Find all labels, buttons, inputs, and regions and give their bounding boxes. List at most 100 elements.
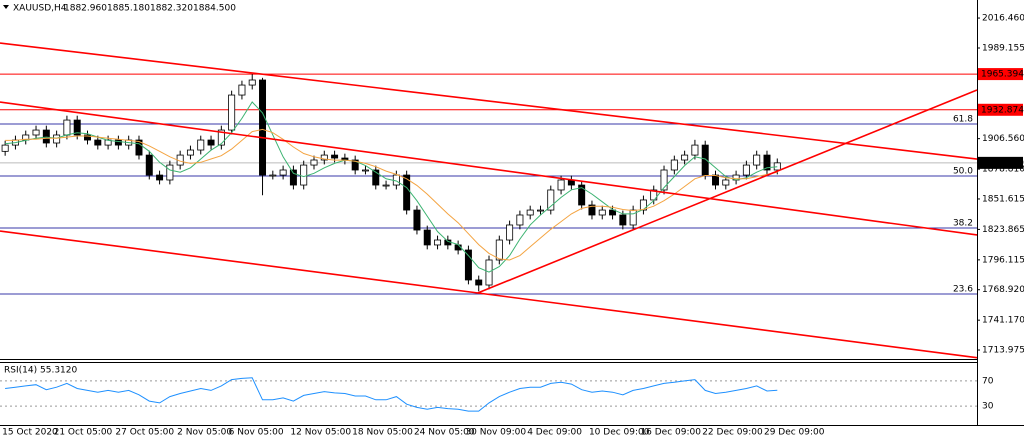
candle-body — [114, 139, 122, 146]
x-tick-label: 22 Dec 09:00 — [702, 428, 763, 438]
candle-body — [681, 154, 689, 161]
x-tick-label: 15 Oct 2020 — [2, 428, 58, 438]
candle-body — [1, 144, 9, 152]
x-tick-label: 24 Nov 05:00 — [414, 428, 475, 438]
y-tick-label: 1989.155 — [982, 44, 1024, 54]
quote: 1882.960 — [64, 4, 107, 14]
candle-body — [259, 79, 267, 176]
candle-body — [753, 154, 761, 166]
level-label: 1965.394 — [981, 70, 1024, 80]
x-tick-label: 30 Nov 09:00 — [465, 428, 526, 438]
candle-body — [207, 139, 215, 146]
quote: 1882.320 — [150, 4, 193, 14]
price-label-box — [978, 156, 1023, 169]
x-tick-label: 21 Oct 05:00 — [54, 428, 113, 438]
quote: 1885.180 — [107, 4, 150, 14]
candle-body — [434, 239, 442, 246]
candle-body — [300, 164, 308, 186]
candle-body — [135, 139, 143, 156]
candle-body — [557, 179, 565, 191]
level-label-box — [978, 68, 1023, 81]
fib-label: 38.2 — [953, 219, 973, 229]
candle-body — [609, 209, 617, 216]
x-tick-label: 18 Nov 05:00 — [352, 428, 413, 438]
candle-body — [763, 154, 771, 171]
candle-body — [742, 164, 750, 176]
candle-body — [691, 144, 699, 156]
x-tick-label: 16 Dec 09:00 — [640, 428, 701, 438]
trend-line — [0, 230, 978, 359]
candle-body — [42, 129, 50, 144]
x-tick-label: 10 Dec 09:00 — [589, 428, 650, 438]
candle-body — [279, 169, 287, 176]
x-tick-label: 27 Oct 05:00 — [115, 428, 174, 438]
trend-line — [0, 101, 978, 236]
y-tick-label: 1713.975 — [982, 346, 1024, 356]
candle-body — [186, 149, 194, 156]
candle-body — [670, 159, 678, 171]
candle-body — [248, 79, 256, 86]
candle-body — [660, 169, 668, 191]
quote: 1884.500 — [193, 4, 236, 14]
candle-body — [712, 174, 719, 186]
candle-body — [495, 239, 503, 261]
candle-body — [506, 224, 514, 241]
candle-body — [269, 174, 277, 177]
candle-body — [228, 94, 236, 131]
y-tick-label: 1878.810 — [982, 165, 1024, 175]
candle-body — [722, 179, 730, 186]
trend-line — [0, 42, 978, 160]
x-tick-label: 2 Nov 05:00 — [177, 428, 232, 438]
candle-body — [639, 199, 647, 211]
candle-body — [423, 229, 431, 246]
candle-body — [537, 209, 544, 212]
candle-body — [166, 164, 174, 181]
candle-body — [629, 209, 637, 226]
candle-body — [403, 174, 411, 211]
fib-label: 50.0 — [953, 167, 973, 177]
candle-body — [598, 209, 606, 216]
candle-body — [526, 209, 534, 216]
candle-body — [310, 159, 318, 166]
y-tick-label: 1741.170 — [982, 316, 1024, 326]
fib-label: 61.8 — [953, 115, 973, 125]
candle-body — [145, 154, 153, 176]
candle-body — [320, 154, 328, 161]
y-tick-label: 30 — [982, 402, 994, 412]
fib-label: 23.6 — [953, 285, 973, 295]
x-tick-label: 6 Nov 05:00 — [229, 428, 284, 438]
candle-body — [84, 134, 91, 141]
rsi-title: RSI(14) — [4, 366, 37, 376]
candle-body — [701, 144, 709, 176]
x-tick-label: 12 Nov 05:00 — [290, 428, 351, 438]
y-tick-label: 1851.615 — [982, 194, 1024, 204]
candle-body — [32, 129, 40, 136]
candle-body — [156, 174, 164, 181]
moving-average — [5, 101, 778, 273]
candle-body — [94, 139, 102, 146]
x-tick-label: 29 Dec 09:00 — [764, 428, 825, 438]
y-tick-label: 1768.920 — [982, 285, 1024, 295]
menu-arrow[interactable] — [3, 5, 9, 9]
candle-body — [197, 139, 205, 151]
candle-body — [351, 159, 359, 171]
candle-body — [382, 184, 390, 187]
moving-average — [5, 128, 778, 261]
rsi-value: 55.3120 — [40, 366, 77, 376]
candle-body — [547, 189, 555, 211]
y-tick-label: 2016.460 — [982, 14, 1024, 24]
candle-body — [53, 134, 61, 144]
candle-body — [578, 184, 586, 206]
level-label: 1932.874 — [981, 105, 1024, 115]
rsi-line — [5, 377, 778, 412]
y-tick-label: 1823.865 — [982, 225, 1024, 235]
candle-body — [516, 214, 524, 226]
candle-body — [413, 209, 421, 231]
candle-body — [619, 214, 627, 226]
candle-body — [238, 84, 246, 96]
candle-body — [73, 119, 81, 136]
y-tick-label: 1796.115 — [982, 255, 1024, 265]
candle-body — [361, 169, 369, 172]
